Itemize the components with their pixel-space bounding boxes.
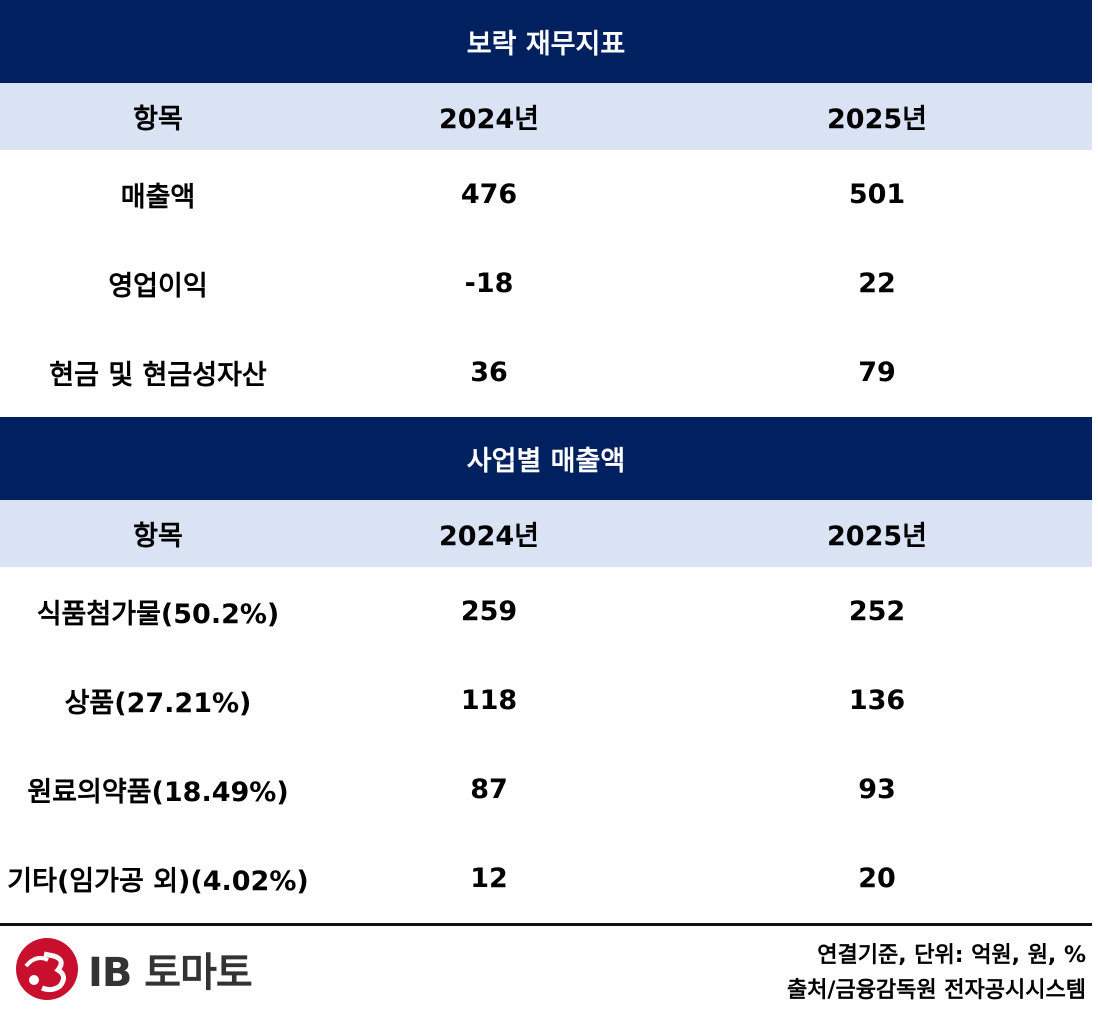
row-2024: 12: [470, 863, 508, 894]
row-2024: -18: [464, 268, 514, 299]
row-item: 식품첨가물(50.2%): [36, 599, 280, 630]
table-row: 매출액 476 501: [0, 150, 1092, 239]
row-item: 기타(임가공 외)(4.02%): [7, 866, 309, 897]
header-2024: 2024년: [439, 104, 539, 135]
header-2025: 2025년: [827, 104, 927, 135]
unit-note: 연결기준, 단위: 억원, 원, %: [817, 943, 1086, 968]
row-2025: 136: [848, 685, 906, 716]
row-item: 매출액: [120, 182, 196, 213]
footer-divider: [0, 923, 1092, 926]
header-2025: 2025년: [827, 521, 927, 552]
row-2024: 259: [460, 596, 518, 627]
row-item: 상품(27.21%): [64, 688, 252, 719]
row-2025: 79: [858, 357, 896, 388]
table-header: 항목 2024년 2025년: [0, 500, 1092, 567]
row-2025: 20: [858, 863, 896, 894]
row-2024: 87: [470, 774, 508, 805]
tomato-logo-icon: [16, 938, 78, 1000]
table-row: 원료의약품(18.49%) 87 93: [0, 745, 1092, 834]
header-2024: 2024년: [439, 521, 539, 552]
section-title-segments: 사업별 매출액: [0, 417, 1092, 500]
section-title-text: 보락 재무지표: [466, 29, 626, 60]
row-item: 영업이익: [108, 271, 208, 302]
table-row: 현금 및 현금성자산 36 79: [0, 328, 1092, 417]
footer: IB 토마토 연결기준, 단위: 억원, 원, % 출처/금융감독원 전자공시시…: [0, 926, 1092, 1021]
brand-logo: IB 토마토: [14, 936, 253, 1002]
source-note: 출처/금융감독원 전자공시시스템: [786, 978, 1086, 1003]
table-row: 기타(임가공 외)(4.02%) 12 20: [0, 834, 1092, 923]
row-item: 원료의약품(18.49%): [27, 777, 289, 808]
section-title-financials: 보락 재무지표: [0, 0, 1092, 83]
row-2025: 22: [858, 268, 896, 299]
row-2024: 36: [470, 357, 508, 388]
row-2024: 118: [460, 685, 518, 716]
header-item: 항목: [133, 521, 183, 552]
header-item: 항목: [133, 104, 183, 135]
table-row: 상품(27.21%) 118 136: [0, 656, 1092, 745]
table-row: 식품첨가물(50.2%) 259 252: [0, 567, 1092, 656]
section-title-text: 사업별 매출액: [466, 446, 626, 477]
table-header: 항목 2024년 2025년: [0, 83, 1092, 150]
row-2025: 252: [848, 596, 906, 627]
row-item: 현금 및 현금성자산: [49, 360, 267, 391]
row-2025: 93: [858, 774, 896, 805]
row-2024: 476: [460, 179, 518, 210]
logo-text: IB 토마토: [88, 950, 253, 996]
row-2025: 501: [848, 179, 906, 210]
table-row: 영업이익 -18 22: [0, 239, 1092, 328]
footer-notes: 연결기준, 단위: 억원, 원, % 출처/금융감독원 전자공시시스템: [787, 938, 1086, 1008]
